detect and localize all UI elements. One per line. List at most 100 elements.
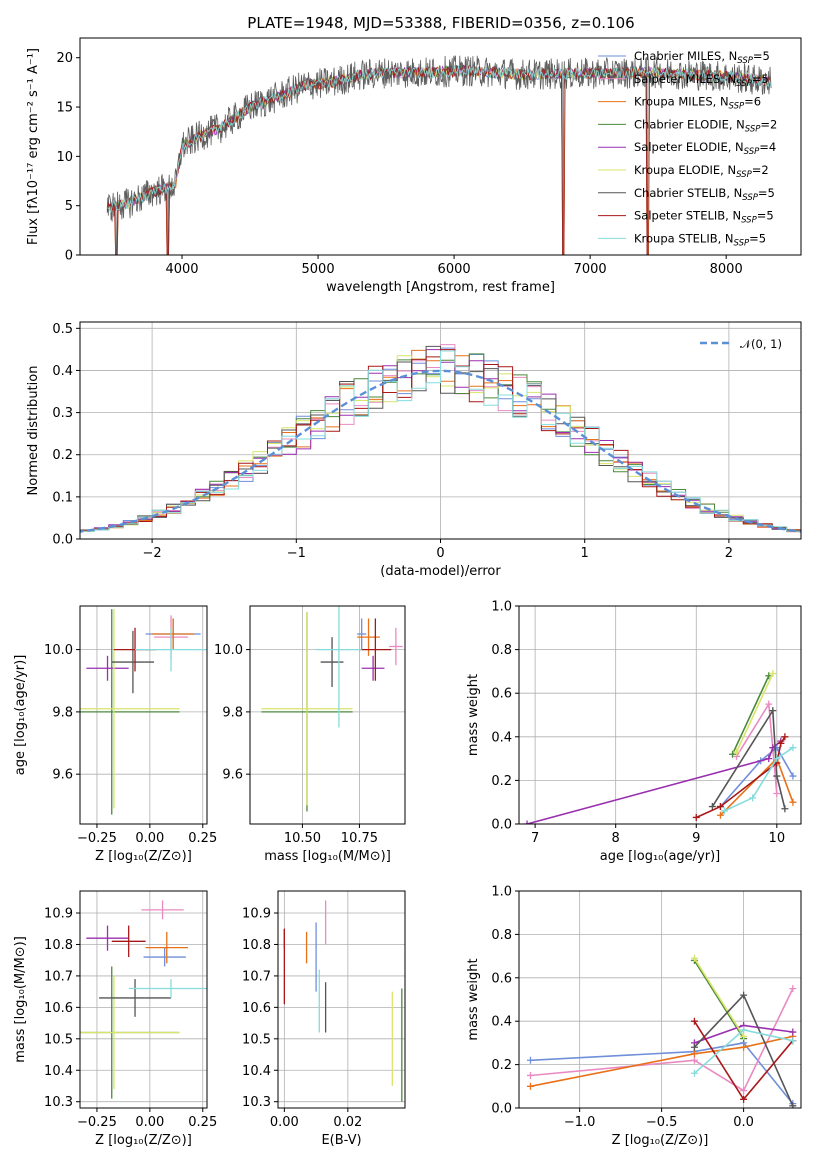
weight-line <box>735 673 774 753</box>
legend-label: Salpeter MILES, NSSP=5 <box>634 72 769 89</box>
y-tick-label: 10.0 <box>214 643 243 658</box>
y-tick-label: 10 <box>56 150 73 165</box>
plot-area-mass_vs_Z <box>80 900 207 1099</box>
weight-line <box>711 708 786 809</box>
y-tick-label: 0.0 <box>52 533 73 548</box>
legend-label: Salpeter ELODIE, NSSP=4 <box>634 140 776 157</box>
y-tick-label: 10.3 <box>44 1095 73 1110</box>
plot-area-age_vs_mass <box>261 606 403 812</box>
weight-marker <box>716 803 724 811</box>
y-tick-label: 10.4 <box>242 1064 271 1079</box>
weight-marker <box>526 1071 534 1079</box>
weight-marker <box>781 733 789 741</box>
weight-marker <box>729 750 737 758</box>
y-tick-label: 10.4 <box>44 1064 73 1079</box>
spectrum-line-kroupa-stelib <box>107 65 772 214</box>
y-tick-label: 0 <box>65 249 73 264</box>
weight-marker <box>769 707 777 715</box>
x-tick-label: 10.50 <box>284 831 321 846</box>
weight-marker <box>773 789 781 797</box>
y-tick-label: 10.7 <box>44 969 73 984</box>
x-tick-label: 7000 <box>574 262 607 277</box>
y-tick-label: 0.4 <box>52 364 73 379</box>
x-tick-label: 0.02 <box>333 1115 362 1130</box>
weight-marker <box>740 1032 748 1040</box>
x-tick-label: −1 <box>287 546 306 561</box>
y-tick-label: 0.2 <box>491 1058 512 1073</box>
x-tick-label: 7 <box>531 831 539 846</box>
panel-mass_vs_ebv: 0.00 0.02 10.3 10.4 10.5 10.6 10.7 10.8 10.9 E(B-… <box>242 890 406 1148</box>
x-tick-label: 5000 <box>302 262 335 277</box>
y-tick-label: 0.6 <box>491 687 512 702</box>
axes-frame <box>79 605 208 825</box>
x-tick-label: −1.0 <box>564 1115 596 1130</box>
legend-label: Kroupa ELODIE, NSSP=2 <box>634 163 769 180</box>
legend-label: Kroupa MILES, NSSP=6 <box>634 95 761 112</box>
weight-line <box>693 959 745 1040</box>
x-axis-label: (data-model)/error <box>380 564 501 579</box>
weight-line <box>530 988 794 1092</box>
panel-weight_vs_Z: −1.0 −0.5 0.0 0.0 0.2 0.4 0.6 0.8 1.0 Z [log₁₀(Z/… <box>466 885 802 1148</box>
plot-area-residuals <box>80 344 801 534</box>
x-tick-label: 0.25 <box>188 1115 217 1130</box>
plot-area-mass_vs_ebv <box>283 900 403 1102</box>
y-tick-label: 15 <box>56 101 73 116</box>
y-axis-label: mass weight <box>466 674 481 756</box>
weight-marker <box>716 811 724 819</box>
weight-marker <box>789 985 797 993</box>
weight-marker <box>740 1095 748 1103</box>
y-tick-label: 5 <box>65 199 73 214</box>
y-tick-label: 0.1 <box>52 490 73 505</box>
y-tick-label: 10.7 <box>242 969 271 984</box>
weight-line <box>530 1042 794 1105</box>
panel-spectrum: 4000 5000 6000 7000 8000 0 5 10 15 20 wavelength [… <box>26 37 802 295</box>
panel-weight_vs_age: 7 8 9 10 0.0 0.2 0.4 0.6 0.8 1.0 age [log₁₀(age/yr… <box>466 600 802 864</box>
x-tick-label: 0.25 <box>188 831 217 846</box>
y-tick-label: 9.8 <box>52 705 73 720</box>
x-tick-label: 0.00 <box>135 1115 164 1130</box>
x-tick-label: −0.5 <box>646 1115 678 1130</box>
spectrum-line-salpeter-stelib <box>106 64 772 255</box>
y-tick-label: 10.5 <box>242 1032 271 1047</box>
weight-line <box>724 747 794 812</box>
axes-frame <box>277 890 406 1109</box>
weight-marker <box>690 1043 698 1051</box>
weight-marker <box>789 1028 797 1036</box>
y-tick-label: 10.9 <box>242 907 271 922</box>
y-tick-label: 9.6 <box>222 768 243 783</box>
y-tick-label: 10.3 <box>242 1095 271 1110</box>
y-tick-label: 0.4 <box>491 730 512 745</box>
x-tick-label: 4000 <box>165 262 198 277</box>
weight-marker <box>789 798 797 806</box>
plot-area-age_vs_Z <box>80 609 207 815</box>
weight-line <box>526 740 782 824</box>
panel-age_vs_mass: 10.50 10.75 9.6 9.8 10.0 mass [log₁₀(M/M⊙)] <box>214 605 406 864</box>
x-tick-label: 2 <box>725 546 733 561</box>
weight-marker <box>692 813 700 821</box>
y-tick-label: 0.2 <box>491 774 512 789</box>
y-tick-label: 10.5 <box>44 1032 73 1047</box>
plot-area-weight_vs_age <box>523 670 797 824</box>
weight-marker <box>526 1056 534 1064</box>
gaussian-legend-label: 𝒩(0, 1) <box>740 337 782 351</box>
x-axis-label: age [log₁₀(age/yr)] <box>600 849 721 864</box>
y-axis-label: Normed distribution <box>26 366 41 496</box>
weight-marker <box>773 772 781 780</box>
x-tick-label: −2 <box>143 546 162 561</box>
y-axis-label: mass weight <box>466 958 481 1040</box>
x-tick-label: 0.00 <box>135 831 164 846</box>
weight-marker <box>523 820 531 824</box>
y-tick-label: 1.0 <box>491 600 512 615</box>
y-axis-label: mass [log₁₀(M/M⊙)] <box>13 936 28 1063</box>
axes-frame <box>518 605 802 825</box>
weight-line <box>731 675 770 755</box>
y-tick-label: 10.8 <box>44 938 73 953</box>
y-tick-label: 10.8 <box>242 938 271 953</box>
weight-marker <box>690 1050 698 1058</box>
y-tick-label: 10.6 <box>242 1001 271 1016</box>
x-tick-label: 1 <box>581 546 589 561</box>
y-tick-label: 0.2 <box>52 448 73 463</box>
y-tick-label: 0.0 <box>491 1102 512 1117</box>
y-tick-label: 0.4 <box>491 1015 512 1030</box>
